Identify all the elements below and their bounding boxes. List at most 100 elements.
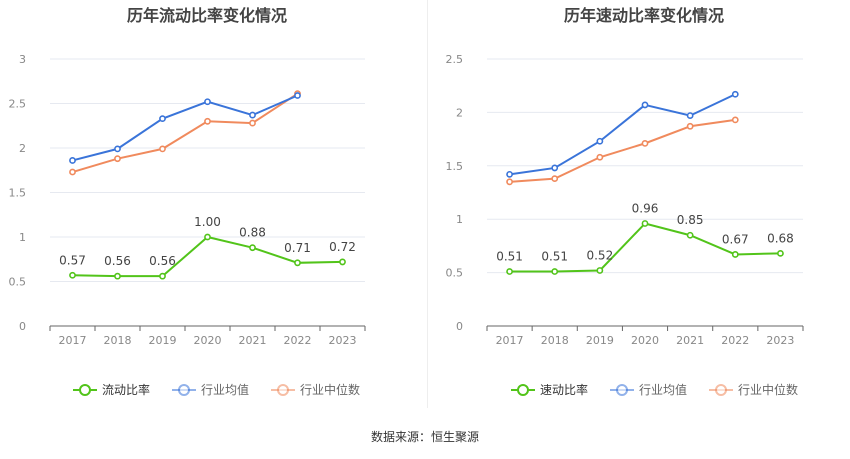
- data-label: 1.00: [194, 215, 221, 229]
- data-label: 0.57: [59, 253, 86, 267]
- data-label: 0.68: [767, 231, 794, 245]
- x-tick-label: 2022: [284, 334, 312, 347]
- legend-marker: [517, 384, 529, 396]
- series-line-primary: [509, 222, 781, 273]
- y-tick-label: 1: [456, 213, 463, 226]
- data-point: [159, 115, 166, 123]
- x-tick-label: 2021: [239, 334, 267, 347]
- data-point: [339, 258, 346, 266]
- data-point: [159, 145, 166, 153]
- series-line-industry-avg: [72, 94, 298, 162]
- x-tick-label: 2017: [59, 334, 87, 347]
- y-tick-label: 0.5: [9, 276, 27, 289]
- x-tick-label: 2023: [766, 334, 794, 347]
- current-ratio-chart: 历年流动比率变化情况 0 0.5 1 1.5 2 2.5 3 2017 2018 2019 2020 2…: [9, 6, 366, 397]
- legend-item: 行业均值: [172, 382, 249, 397]
- data-point: [731, 251, 739, 258]
- data-point: [506, 178, 513, 186]
- legend-item: 行业中位数: [709, 382, 798, 397]
- data-point: [596, 153, 604, 161]
- panel-divider: [427, 0, 428, 408]
- legend-label: 行业中位数: [738, 382, 798, 397]
- y-tick-label: 2: [19, 142, 26, 155]
- y-tick-label: 1: [19, 231, 26, 244]
- y-tick-label: 1.5: [9, 187, 27, 200]
- y-tick-label: 2.5: [9, 98, 27, 111]
- data-label: 0.51: [541, 250, 568, 264]
- data-label: 0.67: [722, 232, 749, 246]
- x-tick-label: 2020: [631, 334, 659, 347]
- y-tick-label: 0: [19, 320, 26, 333]
- x-tick-label: 2019: [149, 334, 177, 347]
- x-tick-label: 2021: [676, 334, 704, 347]
- y-tick-label: 2: [456, 106, 463, 119]
- x-tick-label: 2017: [496, 334, 524, 347]
- legend-label: 行业均值: [201, 382, 249, 397]
- data-label: 0.52: [586, 248, 613, 262]
- data-point: [506, 268, 513, 275]
- data-point: [551, 175, 559, 183]
- data-point: [641, 101, 649, 109]
- data-label: 0.85: [677, 213, 704, 227]
- y-tick-label: 0.5: [446, 267, 464, 280]
- data-point: [506, 170, 513, 178]
- legend-label: 行业中位数: [300, 382, 360, 397]
- x-tick-label: 2019: [586, 334, 614, 347]
- y-tick-label: 3: [19, 53, 26, 66]
- data-point: [69, 271, 76, 279]
- y-tick-label: 1.5: [446, 160, 464, 173]
- y-tick-label: 0: [456, 320, 463, 333]
- legend-marker: [616, 384, 628, 396]
- series-line-industry-median: [509, 118, 736, 183]
- y-tick-label: 2.5: [446, 53, 464, 66]
- legend-marker: [715, 384, 727, 396]
- data-point: [686, 231, 694, 239]
- data-source-label: 数据来源：恒生聚源: [370, 430, 479, 444]
- x-tick-label: 2020: [194, 334, 222, 347]
- chart-title: 历年流动比率变化情况: [127, 6, 287, 25]
- data-point: [641, 139, 649, 147]
- data-point: [249, 244, 256, 252]
- data-point: [114, 155, 121, 163]
- data-label: 0.71: [284, 241, 311, 255]
- legend-marker: [277, 384, 289, 396]
- legend-marker: [79, 384, 91, 396]
- x-tick-label: 2022: [721, 334, 749, 347]
- data-point: [686, 112, 694, 120]
- series-line-industry-avg: [509, 93, 736, 176]
- legend-item: 行业均值: [610, 382, 687, 397]
- data-label: 0.96: [632, 201, 659, 215]
- data-point: [596, 267, 604, 274]
- legend-label: 流动比率: [102, 382, 150, 397]
- data-point: [204, 117, 211, 125]
- data-point: [731, 90, 739, 98]
- data-point: [641, 220, 649, 227]
- data-point: [551, 164, 559, 172]
- legend-label: 行业均值: [639, 382, 687, 397]
- legend-item: 速动比率: [511, 382, 588, 397]
- x-tick-label: 2018: [104, 334, 132, 347]
- legend-item: 流动比率: [73, 382, 150, 397]
- data-point: [551, 268, 559, 275]
- data-point: [69, 168, 76, 176]
- series-line-industry-median: [72, 92, 299, 173]
- legend-item: 行业中位数: [271, 382, 360, 397]
- data-point: [731, 116, 739, 124]
- data-label: 0.56: [104, 254, 131, 268]
- legend-marker: [178, 384, 190, 396]
- data-point: [114, 272, 121, 280]
- chart-title: 历年速动比率变化情况: [564, 6, 724, 25]
- data-label: 0.56: [149, 254, 176, 268]
- data-point: [249, 111, 256, 119]
- data-point: [159, 272, 166, 280]
- data-point: [294, 259, 301, 267]
- data-label: 0.88: [239, 226, 266, 240]
- data-point: [777, 249, 784, 257]
- data-label: 0.51: [496, 250, 523, 264]
- x-tick-label: 2018: [541, 334, 569, 347]
- data-point: [686, 122, 694, 130]
- data-point: [596, 137, 604, 145]
- legend-label: 速动比率: [540, 382, 588, 397]
